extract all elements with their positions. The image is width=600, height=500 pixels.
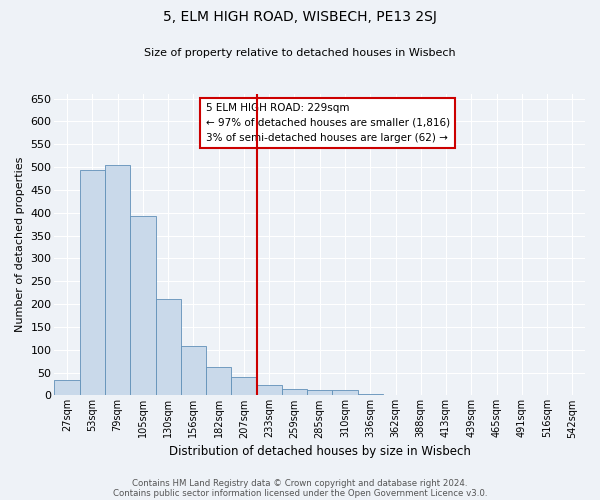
Text: 5, ELM HIGH ROAD, WISBECH, PE13 2SJ: 5, ELM HIGH ROAD, WISBECH, PE13 2SJ	[163, 10, 437, 24]
Bar	[155, 299, 181, 396]
Bar	[332, 390, 358, 396]
Bar	[105, 165, 130, 396]
Bar	[358, 394, 383, 396]
Bar	[181, 346, 206, 396]
Bar	[206, 367, 232, 396]
Bar	[80, 170, 105, 396]
Text: 5 ELM HIGH ROAD: 229sqm
← 97% of detached houses are smaller (1,816)
3% of semi-: 5 ELM HIGH ROAD: 229sqm ← 97% of detache…	[206, 103, 450, 142]
Bar	[307, 390, 332, 396]
X-axis label: Distribution of detached houses by size in Wisbech: Distribution of detached houses by size …	[169, 444, 470, 458]
Bar	[55, 380, 80, 396]
Bar	[257, 386, 282, 396]
Bar	[282, 389, 307, 396]
Bar	[130, 216, 155, 396]
Text: Contains HM Land Registry data © Crown copyright and database right 2024.: Contains HM Land Registry data © Crown c…	[132, 478, 468, 488]
Text: Contains public sector information licensed under the Open Government Licence v3: Contains public sector information licen…	[113, 488, 487, 498]
Y-axis label: Number of detached properties: Number of detached properties	[15, 157, 25, 332]
Text: Size of property relative to detached houses in Wisbech: Size of property relative to detached ho…	[144, 48, 456, 58]
Bar	[232, 377, 257, 396]
